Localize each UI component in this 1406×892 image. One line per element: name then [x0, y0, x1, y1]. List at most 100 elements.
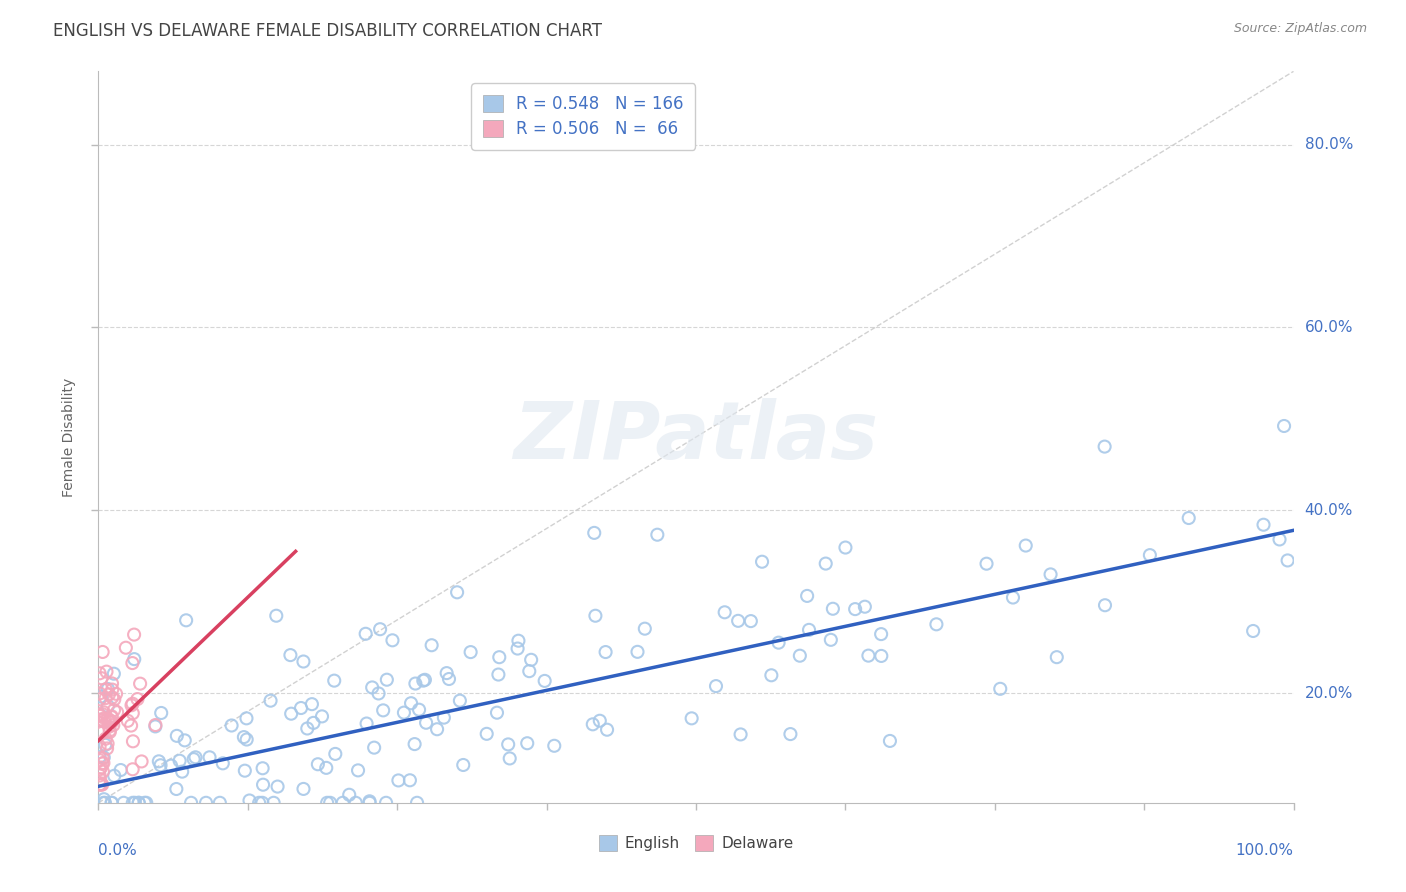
Point — [98, 723, 121, 738]
Point — [90, 712, 112, 726]
Point — [870, 648, 893, 663]
Point — [332, 796, 354, 810]
Point — [89, 692, 111, 706]
Point — [475, 727, 498, 741]
Point — [392, 706, 415, 720]
Point — [1001, 591, 1024, 605]
Point — [1272, 419, 1295, 434]
Point — [135, 796, 157, 810]
Point — [90, 760, 112, 774]
Text: ZIPatlas: ZIPatlas — [513, 398, 879, 476]
Point — [110, 763, 132, 777]
Point — [582, 717, 605, 731]
Point — [796, 589, 818, 603]
Point — [89, 708, 111, 723]
Point — [533, 673, 555, 688]
Point — [134, 796, 156, 810]
Point — [103, 692, 125, 706]
Point — [101, 682, 124, 697]
Point — [124, 796, 146, 810]
Point — [89, 763, 111, 777]
Point — [844, 602, 866, 616]
Point — [820, 632, 842, 647]
Point — [263, 796, 285, 810]
Point — [145, 718, 167, 732]
Point — [426, 723, 449, 737]
Point — [517, 664, 540, 678]
Point — [779, 727, 801, 741]
Point — [89, 768, 111, 782]
Point — [89, 778, 111, 792]
Point — [105, 687, 128, 701]
Point — [373, 703, 395, 717]
Point — [247, 796, 270, 810]
Point — [814, 557, 837, 571]
Point — [172, 764, 194, 779]
Point — [121, 796, 143, 810]
Point — [120, 718, 142, 732]
Point — [93, 705, 115, 719]
Text: 0.0%: 0.0% — [98, 843, 138, 858]
Point — [211, 756, 233, 771]
Point — [415, 715, 437, 730]
Point — [100, 710, 122, 724]
Point — [1094, 599, 1116, 613]
Point — [853, 599, 876, 614]
Point — [266, 608, 288, 623]
Point — [583, 525, 606, 540]
Point — [103, 666, 125, 681]
Point — [173, 733, 195, 747]
Point — [347, 764, 370, 778]
Point — [359, 794, 381, 808]
Point — [375, 796, 398, 810]
Point — [180, 796, 202, 810]
Point — [1094, 440, 1116, 454]
Point — [399, 773, 422, 788]
Point — [235, 711, 257, 725]
Point — [94, 731, 117, 746]
Point — [499, 751, 522, 765]
Point — [238, 793, 260, 807]
Point — [1277, 553, 1299, 567]
Point — [870, 627, 893, 641]
Point — [280, 648, 302, 662]
Point — [1177, 511, 1199, 525]
Point — [103, 718, 125, 732]
Text: 20.0%: 20.0% — [1305, 686, 1353, 700]
Point — [101, 690, 124, 705]
Point — [297, 722, 319, 736]
Point — [789, 648, 811, 663]
Point — [420, 638, 443, 652]
Text: 40.0%: 40.0% — [1305, 503, 1353, 517]
Point — [93, 796, 115, 810]
Point — [399, 696, 422, 710]
Point — [713, 605, 735, 619]
Point — [94, 738, 117, 752]
Point — [647, 527, 669, 541]
Point — [797, 623, 820, 637]
Point — [1139, 548, 1161, 562]
Point — [165, 782, 187, 797]
Point — [323, 747, 346, 761]
Point — [166, 729, 188, 743]
Point — [404, 737, 426, 751]
Point — [363, 740, 385, 755]
Point — [105, 705, 128, 719]
Point — [858, 648, 880, 663]
Point — [727, 614, 749, 628]
Point — [356, 716, 378, 731]
Point — [101, 796, 124, 810]
Point — [148, 755, 170, 769]
Point — [121, 656, 143, 670]
Point — [89, 749, 111, 764]
Point — [169, 754, 191, 768]
Point — [751, 555, 773, 569]
Point — [368, 622, 391, 636]
Point — [436, 666, 458, 681]
Point — [508, 633, 530, 648]
Point — [89, 713, 111, 727]
Point — [198, 750, 221, 764]
Point — [634, 622, 657, 636]
Point — [97, 712, 120, 726]
Point — [94, 711, 117, 725]
